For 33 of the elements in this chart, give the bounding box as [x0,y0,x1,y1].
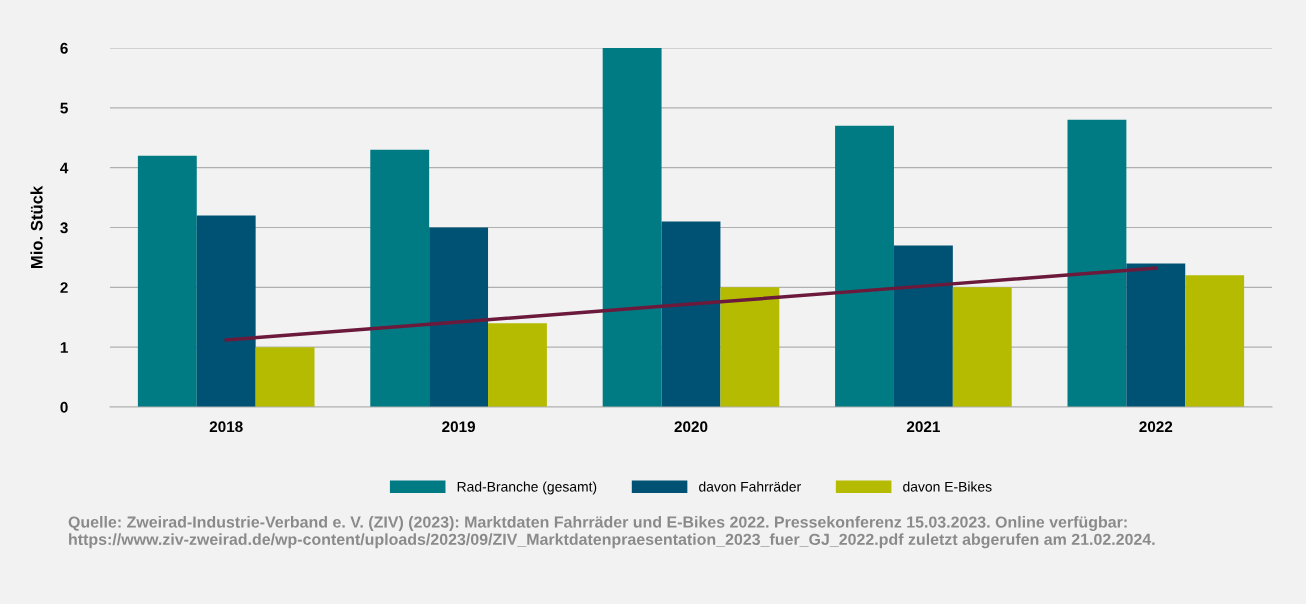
bar [196,215,256,407]
y-tick-label: 0 [60,401,68,413]
y-tick-label: 2 [60,282,68,293]
y-tick-label: 3 [60,222,68,234]
bar [1126,263,1186,407]
bar [602,48,662,407]
source-note: Quelle: Zweirad-Industrie-Verband e. V. (ZIV) (2023): Marktdaten Fahrräder und E-Bikes 2022. Pressekonferenz 15.03.2023. Online verfügbar: https://www.ziv-zweirad.de/wp-content/uploads/2023/09/ZIV_Marktdatenpraesentation_2023_fuer_GJ_2022.pdf zuletzt abgerufen am 21.02.2024. [68,516,1155,549]
y-tick-label: 6 [60,42,68,54]
legend-label: Rad-Branche (gesamt) [457,481,597,495]
bar [1185,275,1245,407]
bar [893,245,953,407]
x-tick-label: 2018 [209,421,243,433]
bar [835,125,894,407]
y-tick-label: 1 [60,342,68,353]
line-series [224,266,1158,342]
y-tick-label: 5 [60,102,68,114]
x-tick-label: 2022 [1139,421,1173,433]
y-tick-label: 4 [60,162,69,174]
x-tick-label: 2020 [674,421,708,433]
x-tick-label: 2019 [442,421,476,433]
bar [952,287,1012,407]
bar [370,149,430,407]
bar [137,155,197,407]
bar [1067,119,1127,407]
legend-label: davon E-Bikes [903,481,992,492]
bar [720,287,780,407]
legend-label: davon Fahrräder [699,481,801,492]
bar [488,323,547,407]
bar [255,347,315,407]
bar [661,221,721,407]
bar [429,227,489,407]
y-axis-title: Mio. Stück [30,185,43,269]
x-tick-label: 2021 [906,421,940,433]
